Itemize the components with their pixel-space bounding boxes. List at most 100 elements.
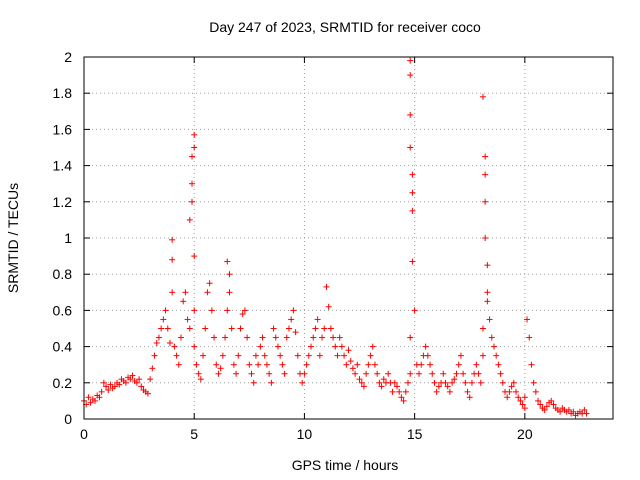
data-point (153, 339, 160, 346)
data-point (482, 235, 489, 241)
data-point (85, 394, 92, 401)
data-point (356, 376, 363, 383)
scatter-points (81, 57, 590, 419)
data-point (482, 153, 489, 160)
data-point (385, 370, 392, 377)
data-point (173, 352, 180, 359)
data-point (100, 379, 107, 386)
data-point (294, 352, 301, 359)
data-point (363, 370, 370, 377)
data-point (285, 325, 292, 332)
data-point (96, 394, 103, 401)
data-point (186, 325, 193, 332)
data-point (310, 334, 317, 341)
data-point (277, 352, 284, 359)
y-tick-label: 2 (64, 49, 72, 65)
data-point (177, 334, 184, 341)
data-point (427, 361, 434, 368)
y-axis-title: SRMTID / TECUs (5, 183, 21, 293)
data-point (484, 298, 491, 305)
y-tick-label: 0.4 (53, 339, 73, 355)
data-point (409, 207, 416, 214)
data-point (358, 379, 365, 386)
data-point (246, 361, 253, 368)
data-point (189, 180, 196, 187)
data-point (144, 390, 151, 397)
data-point (407, 144, 414, 151)
data-point (409, 171, 416, 178)
data-point (484, 289, 491, 296)
data-point (155, 334, 162, 341)
y-tick-label: 0.6 (53, 302, 73, 318)
data-point (495, 361, 502, 368)
data-point (583, 410, 590, 417)
data-point (393, 383, 400, 390)
data-point (473, 361, 480, 368)
data-point (440, 370, 447, 377)
data-point (369, 343, 376, 350)
data-point (460, 370, 467, 377)
data-point (497, 370, 504, 377)
data-point (283, 334, 290, 341)
data-point (191, 307, 198, 314)
data-point (347, 358, 354, 365)
data-point (116, 381, 123, 388)
chart-title: Day 247 of 2023, SRMTID for receiver coc… (209, 19, 481, 35)
data-point (204, 289, 211, 296)
data-point (226, 271, 233, 278)
x-tick-label: 10 (297, 426, 313, 442)
data-point (431, 379, 438, 386)
data-point (299, 379, 306, 386)
data-point (191, 144, 198, 151)
data-point (407, 111, 414, 118)
x-tick-label: 20 (517, 426, 533, 442)
data-point (255, 361, 262, 368)
data-point (422, 343, 429, 350)
grid-lines (84, 57, 613, 419)
data-point (343, 361, 350, 368)
data-point (98, 388, 105, 395)
data-point (136, 376, 143, 383)
data-point (219, 352, 226, 359)
data-point (244, 334, 251, 341)
data-point (352, 370, 359, 377)
data-point (400, 397, 407, 404)
data-point (321, 325, 328, 332)
data-point (235, 352, 242, 359)
data-point (508, 383, 515, 390)
data-point (535, 397, 542, 404)
data-point (92, 397, 99, 404)
data-point (464, 388, 471, 395)
data-point (468, 379, 475, 386)
data-point (451, 376, 458, 383)
data-point (484, 262, 491, 269)
data-point (407, 370, 414, 377)
data-point (274, 343, 281, 350)
data-point (462, 379, 469, 386)
data-point (111, 383, 118, 390)
data-point (409, 189, 416, 196)
data-point (138, 383, 145, 390)
data-point (407, 72, 414, 79)
y-tick-label: 0.2 (53, 375, 73, 391)
data-point (237, 325, 244, 332)
data-point (288, 316, 295, 323)
data-point (565, 406, 572, 413)
data-point (338, 343, 345, 350)
data-point (407, 57, 414, 64)
data-point (323, 283, 330, 290)
data-point (151, 352, 158, 359)
data-point (184, 316, 191, 323)
data-point (488, 334, 495, 341)
data-point (197, 376, 204, 383)
data-point (475, 370, 482, 377)
data-point (215, 370, 222, 377)
data-point (449, 379, 456, 386)
data-point (515, 394, 522, 401)
data-point (444, 383, 451, 390)
data-point (259, 334, 266, 341)
x-tick-label: 0 (80, 426, 88, 442)
data-point (479, 352, 486, 359)
y-tick-label: 0.8 (53, 266, 73, 282)
data-point (336, 334, 343, 341)
